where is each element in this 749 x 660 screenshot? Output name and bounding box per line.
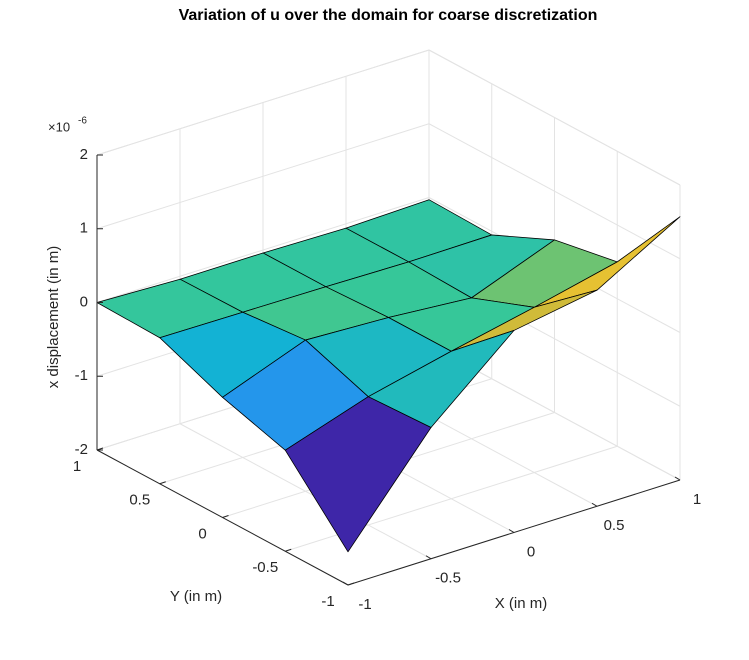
z-exponent-base: ×10 — [48, 119, 70, 134]
x-tick — [342, 581, 349, 586]
y-tick-label: 0 — [198, 525, 206, 542]
y-tick-label: 1 — [73, 458, 81, 475]
y-tick — [159, 481, 166, 485]
y-tick — [285, 548, 292, 552]
axes: -2 -1 0 1 2 -1 -0.5 0 0.5 1 -1 -0.5 0 0.5 1 — [73, 146, 701, 613]
y-tick — [222, 515, 229, 518]
surface-face — [284, 396, 432, 553]
y-tick — [347, 582, 355, 586]
x-tick-label: 0 — [527, 543, 535, 560]
x-tick-label: 0.5 — [604, 517, 625, 534]
y-tick-label: 0.5 — [129, 492, 150, 509]
z-axis-label: x displacement (in m) — [45, 246, 62, 389]
grid-line — [96, 123, 430, 230]
x-axis-label: X (in m) — [495, 595, 548, 612]
y-axis-label: Y (in m) — [170, 588, 222, 605]
grid-line — [428, 123, 681, 260]
z-exponent-power: -6 — [78, 116, 87, 127]
z-tick-label: -2 — [75, 441, 88, 458]
grid-line — [96, 197, 430, 303]
x-tick-label: -1 — [358, 596, 371, 613]
surface — [96, 199, 681, 553]
y-tick-label: -1 — [321, 593, 334, 610]
x-tick — [508, 529, 515, 533]
x-tick — [674, 476, 681, 481]
chart-title: Variation of u over the domain for coars… — [179, 7, 598, 24]
y-tick — [96, 447, 104, 451]
z-tick-label: -1 — [75, 367, 88, 384]
z-tick-label: 0 — [80, 293, 88, 310]
x-tick — [591, 502, 598, 507]
box-edge — [96, 49, 430, 156]
x-tick — [425, 555, 432, 560]
box-edge — [428, 49, 681, 186]
x-tick-label: -0.5 — [435, 570, 461, 587]
x-tick-label: 1 — [693, 491, 701, 508]
z-tick-label: 2 — [80, 146, 88, 163]
z-tick-label: 1 — [80, 220, 88, 237]
y-tick-label: -0.5 — [252, 559, 278, 576]
